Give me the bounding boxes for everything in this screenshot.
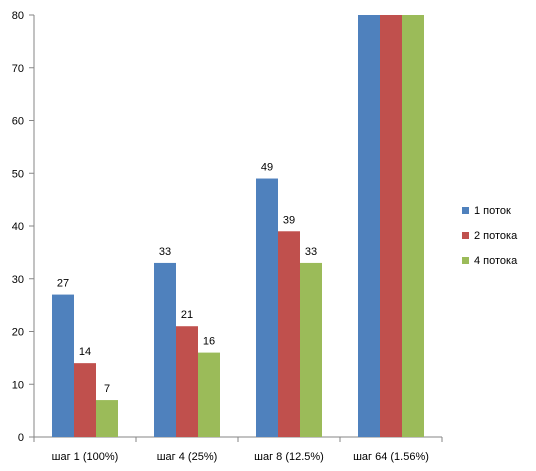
bar-2-1 [74,363,96,437]
y-tick-label: 70 [12,63,24,75]
y-tick-label: 50 [12,168,24,180]
data-label: 33 [305,246,317,258]
legend-label: 2 потока [474,230,518,242]
y-tick-label: 0 [18,432,24,444]
bar-1-1 [52,294,74,437]
legend-swatch [462,207,469,214]
legend-swatch [462,232,469,239]
y-tick-label: 60 [12,116,24,128]
bar-2-3 [278,231,300,437]
data-label: 7 [104,383,110,395]
data-label: 27 [57,278,69,290]
bar-2-4 [380,15,402,437]
legend-swatch [462,257,469,264]
bar-3-2 [198,352,220,437]
x-category-label: шаг 64 (1.56%) [353,451,429,463]
y-tick-label: 10 [12,379,24,391]
y-tick-label: 30 [12,274,24,286]
data-label: 14 [79,346,91,358]
y-tick-label: 20 [12,327,24,339]
bar-3-1 [96,400,118,437]
data-label: 16 [203,336,215,348]
x-category-label: шаг 1 (100%) [52,451,119,463]
legend-label: 4 потока [474,255,518,267]
x-category-label: шаг 4 (25%) [157,451,218,463]
y-tick-label: 40 [12,221,24,233]
legend-label: 1 поток [474,205,511,217]
data-label: 21 [181,309,193,321]
bar-1-4 [358,15,380,437]
bar-3-3 [300,262,322,437]
bar-1-3 [256,178,278,437]
y-tick-label: 80 [12,10,24,22]
x-category-label: шаг 8 (12.5%) [254,451,324,463]
data-label: 39 [283,214,295,226]
bar-1-2 [154,262,176,437]
data-label: 33 [159,246,171,258]
bar-3-4 [402,15,424,437]
bar-2-2 [176,326,198,437]
data-label: 49 [261,162,273,174]
